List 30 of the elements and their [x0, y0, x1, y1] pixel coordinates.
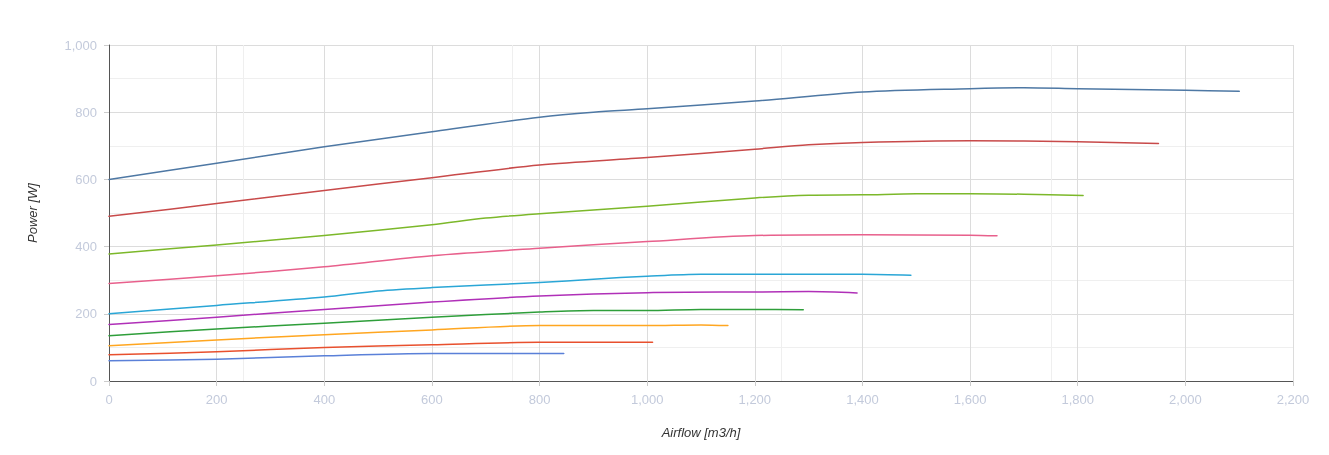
x-tick-label: 1,000 — [630, 392, 664, 407]
line-series — [108, 341, 654, 356]
x-axis-title: Airflow [m3/h] — [660, 425, 741, 440]
x-tick-label: 800 — [528, 392, 551, 407]
x-tick-label: 1,600 — [953, 392, 987, 407]
line-series — [108, 273, 912, 315]
line-series — [108, 352, 565, 362]
x-tick-label: 0 — [105, 392, 113, 407]
y-tick-label: 600 — [75, 171, 97, 187]
line-series — [108, 308, 804, 337]
line-series — [108, 324, 729, 347]
x-tick-label: 2,200 — [1276, 392, 1310, 407]
line-series — [108, 140, 1160, 218]
x-tick-label: 1,400 — [846, 392, 879, 407]
y-tick-label: 800 — [75, 104, 97, 120]
x-tick-label: 600 — [421, 392, 443, 407]
x-tick-label: 1,200 — [738, 392, 772, 407]
line-series — [108, 86, 1240, 181]
line-series — [108, 193, 1084, 255]
line-series — [108, 290, 858, 326]
x-tick-label: 200 — [205, 392, 228, 407]
x-tick-label: 2,000 — [1169, 392, 1202, 407]
x-tick-label: 400 — [313, 392, 336, 407]
line-series — [108, 234, 998, 285]
y-tick-label: 400 — [75, 239, 97, 255]
y-tick-label: 0 — [89, 373, 97, 389]
y-tick-label: 1,000 — [64, 37, 97, 53]
y-tick-label: 200 — [75, 306, 97, 322]
y-axis-title: Power [W] — [25, 182, 40, 243]
x-tick-label: 1,800 — [1061, 392, 1094, 407]
